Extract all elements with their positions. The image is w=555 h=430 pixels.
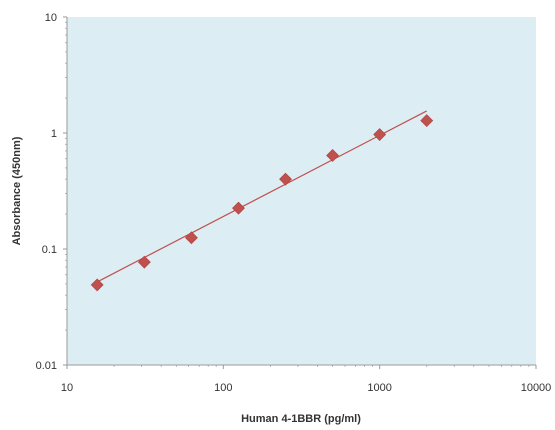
data-points (90, 114, 434, 292)
x-tick-label: 100 (214, 382, 232, 394)
x-tick-label: 10000 (521, 382, 552, 394)
data-point (184, 231, 198, 245)
x-axis-title: Human 4-1BBR (pg/ml) (241, 413, 361, 425)
y-tick-label: 0.1 (42, 244, 57, 256)
data-point (373, 128, 387, 141)
y-tick-label: 1 (51, 128, 57, 140)
x-tick-label: 1000 (367, 382, 391, 394)
trendline (96, 110, 428, 283)
trendline-layer (96, 110, 428, 283)
data-point (90, 278, 104, 292)
data-point (232, 201, 245, 215)
plot-area (67, 17, 536, 365)
data-point (279, 172, 292, 186)
y-axis-title: Absorbance (450nm) (11, 136, 23, 245)
axis-ticks: 10 100 1000 10000 0.01 0.1 1 10 (36, 12, 552, 394)
y-tick-label: 10 (45, 12, 57, 24)
x-tick-label: 10 (61, 382, 73, 394)
data-point (420, 114, 434, 127)
data-point (137, 255, 151, 269)
data-point (326, 149, 340, 162)
y-tick-label: 0.01 (36, 360, 57, 372)
